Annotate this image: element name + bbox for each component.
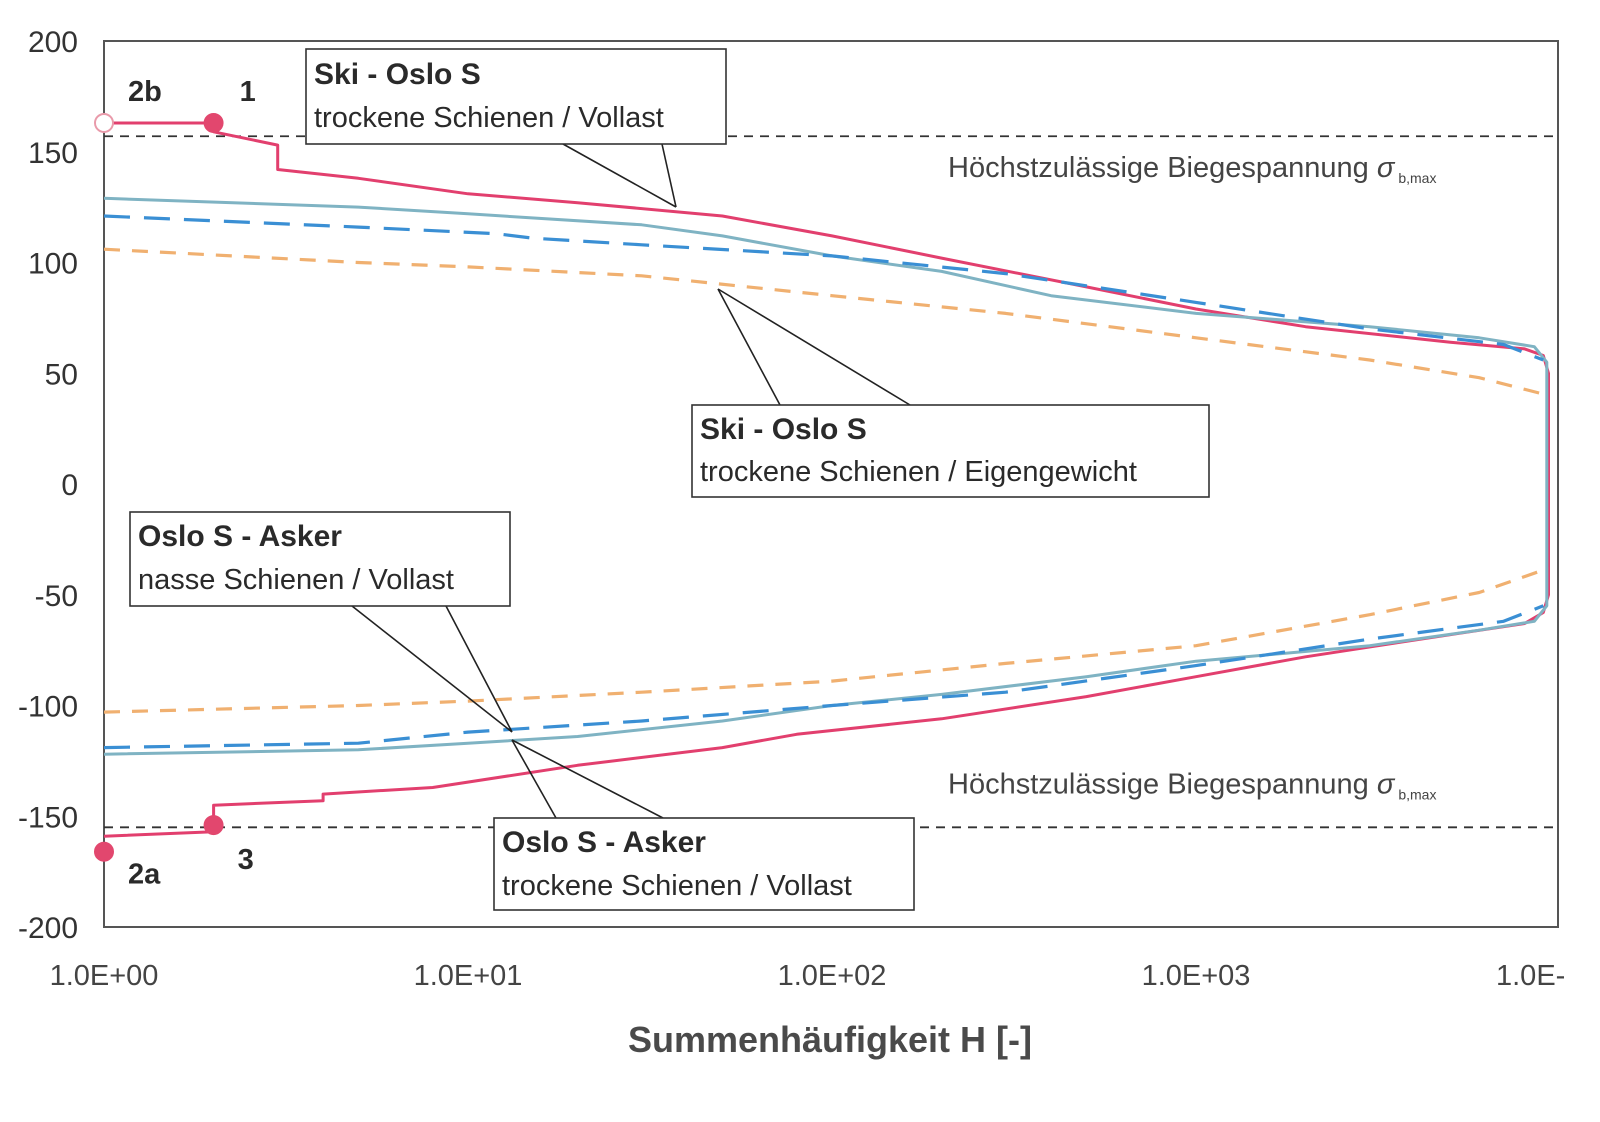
annotation-box <box>129 511 511 607</box>
y-tick-label: 150 <box>28 137 78 170</box>
y-tick-label: -200 <box>18 912 78 945</box>
leader-line-1a <box>562 143 677 208</box>
y-tick-label: 100 <box>28 248 78 281</box>
leader-line-2b <box>717 288 911 406</box>
sigma-subscript: b,max <box>1398 170 1436 186</box>
leader-line-3b <box>445 605 513 733</box>
x-axis-ticks: 1.0E+00 1.0E+01 1.0E+02 1.0E+03 1.0E- <box>50 960 1566 992</box>
annotation-subtitle: trockene Schienen / Vollast <box>502 870 852 902</box>
point-label-2b: 2b <box>128 76 162 108</box>
annotation-subtitle: trockene Schienen / Eigengewicht <box>700 456 1137 488</box>
leader-lines <box>351 143 911 819</box>
point-marker-1 <box>203 112 224 133</box>
point-marker-3 <box>203 815 224 836</box>
leader-line-2a <box>717 288 781 406</box>
x-tick-label: 1.0E- <box>1496 960 1565 992</box>
limit-line-label: Höchstzulässige Biegespannung σ b,max <box>948 152 1436 186</box>
point-label-1: 1 <box>240 76 256 108</box>
x-axis-label-text: Summenhäufigkeit H [-] <box>628 1019 1032 1060</box>
annotation-title: Oslo S - Asker <box>502 826 706 859</box>
y-tick-label: -100 <box>18 691 78 724</box>
x-tick-label: 1.0E+02 <box>778 960 887 992</box>
series-line-oslo_asker_dry_full-upper <box>103 214 1544 362</box>
series-group <box>103 121 1550 838</box>
y-axis-ticks: 200 150 100 50 0 -50 -100 -150 -200 <box>18 26 78 945</box>
series-line-oslo_asker_wet_full-upper <box>103 196 1549 484</box>
series-line-oslo_asker_wet_full-lower <box>103 484 1549 756</box>
x-tick-label: 1.0E+01 <box>414 960 523 992</box>
limit-lines: Höchstzulässige Biegespannung σ b,maxHöch… <box>104 135 1558 829</box>
marked-points: 2b 1 2a 3 <box>94 76 256 891</box>
annotation-box <box>305 48 727 145</box>
y-tick-label: -150 <box>18 801 78 834</box>
limit-label-text: Höchstzulässige Biegespannung <box>948 152 1377 184</box>
annotation-subtitle: nasse Schienen / Vollast <box>138 564 454 596</box>
plot-frame <box>103 40 1559 928</box>
annotation-subtitle: trockene Schienen / Vollast <box>314 102 664 134</box>
series-line-ski_oslo_dry_full-upper <box>104 121 1550 484</box>
annotation-title: Oslo S - Asker <box>138 520 342 553</box>
leader-line-1b <box>661 143 677 208</box>
annotation-title: Ski - Oslo S <box>700 413 867 446</box>
limit-label-text: Höchstzulässige Biegespannung <box>948 768 1377 800</box>
sigma-subscript: b,max <box>1398 786 1436 802</box>
annotation-ski-oslo-full: Ski - Oslo S trockene Schienen / Vollast <box>305 48 727 145</box>
point-label-3: 3 <box>238 844 254 876</box>
sigma-symbol: σ <box>1377 768 1396 800</box>
leader-line-4a <box>511 739 557 819</box>
sigma-symbol: σ <box>1377 152 1396 184</box>
annotation-ski-oslo-self: Ski - Oslo S trockene Schienen / Eigenge… <box>691 404 1210 498</box>
leader-line-4b <box>511 739 664 819</box>
point-marker-2b <box>94 112 114 133</box>
annotation-box <box>493 817 915 911</box>
annotation-box <box>691 404 1210 498</box>
y-tick-label: 200 <box>28 26 78 59</box>
x-tick-label: 1.0E+03 <box>1142 960 1251 992</box>
series-line-ski_oslo_dry_self-upper <box>103 247 1549 397</box>
y-tick-label: 0 <box>61 469 78 502</box>
y-tick-label: 50 <box>45 358 78 391</box>
annotation-title: Ski - Oslo S <box>314 58 481 91</box>
point-label-2a: 2a <box>128 859 161 891</box>
x-axis-label: Summenhäufigkeit H [-] <box>628 1019 1032 1060</box>
series-line-oslo_asker_dry_full-lower <box>103 604 1544 750</box>
x-tick-label: 1.0E+00 <box>50 960 159 992</box>
annotation-oslo-asker-wet: Oslo S - Asker nasse Schienen / Vollast <box>129 511 511 607</box>
limit-line-label: Höchstzulässige Biegespannung σ b,max <box>948 768 1436 802</box>
series-line-ski_oslo_dry_self-lower <box>103 566 1550 714</box>
point-marker-2a <box>94 841 114 862</box>
annotation-oslo-asker-dry: Oslo S - Asker trockene Schienen / Volla… <box>493 817 915 911</box>
leader-line-3a <box>351 605 513 733</box>
y-tick-label: -50 <box>35 580 78 613</box>
